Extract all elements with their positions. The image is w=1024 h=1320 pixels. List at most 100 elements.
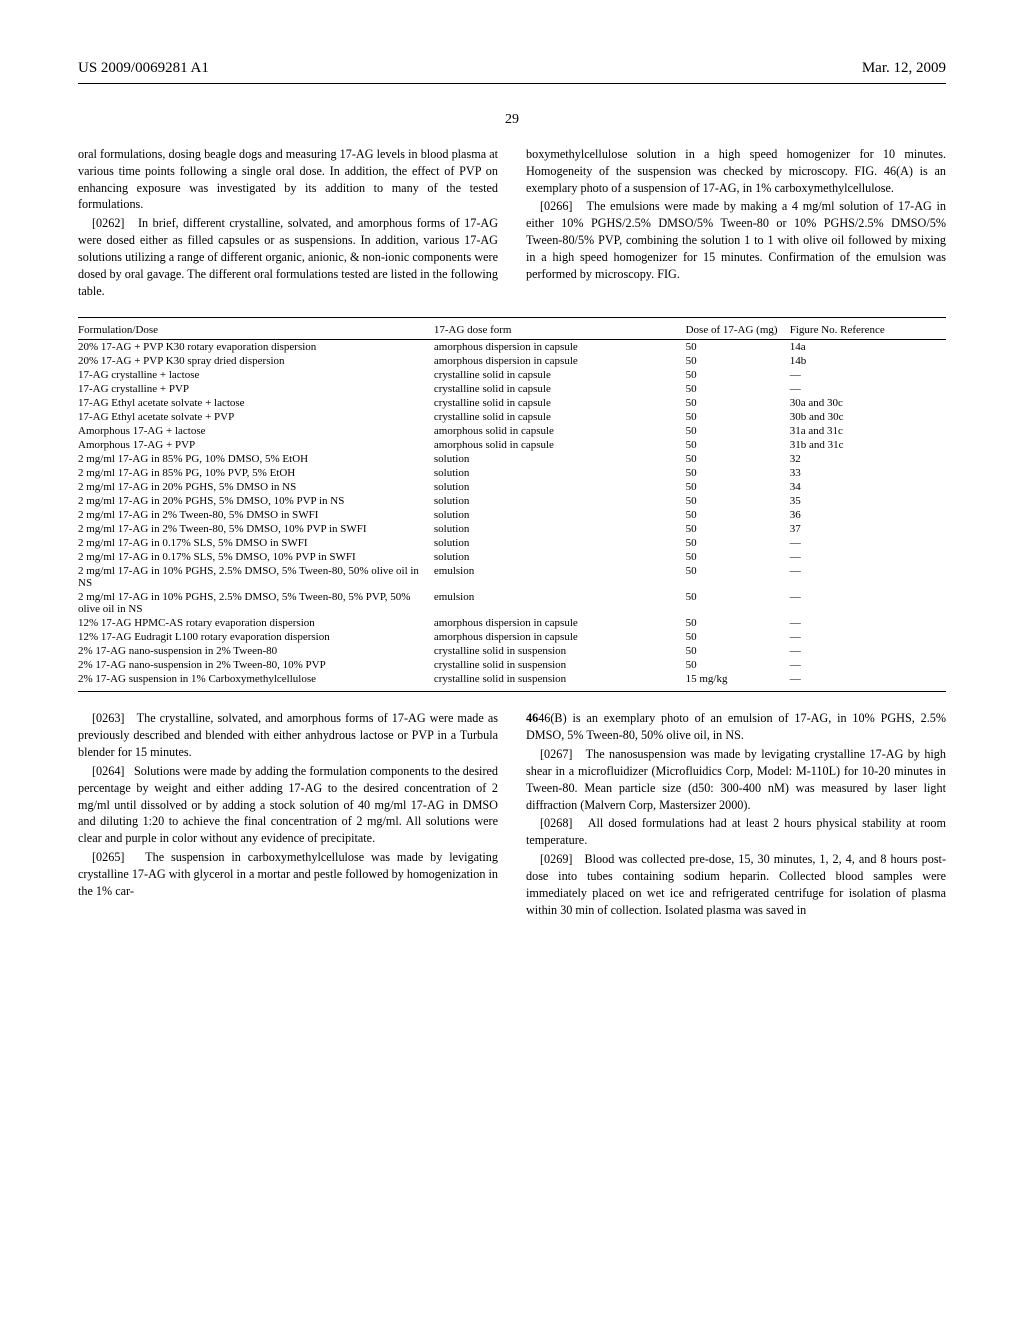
para-text: The emulsions were made by making a 4 mg… <box>526 199 946 280</box>
table-row: 20% 17-AG + PVP K30 spray dried dispersi… <box>78 354 946 368</box>
para-number: [0263] <box>92 711 125 725</box>
table-row: 2% 17-AG nano-suspension in 2% Tween-80,… <box>78 658 946 672</box>
table-cell: 31b and 31c <box>790 438 946 452</box>
table-cell: 14a <box>790 340 946 355</box>
table-cell: 50 <box>686 494 790 508</box>
table-cell: 2 mg/ml 17-AG in 2% Tween-80, 5% DMSO in… <box>78 508 434 522</box>
table-cell: 12% 17-AG Eudragit L100 rotary evaporati… <box>78 630 434 644</box>
table-cell: 50 <box>686 438 790 452</box>
table-cell: 32 <box>790 452 946 466</box>
table-row: 12% 17-AG HPMC-AS rotary evaporation dis… <box>78 616 946 630</box>
table-cell: 2 mg/ml 17-AG in 2% Tween-80, 5% DMSO, 1… <box>78 522 434 536</box>
header-rule <box>78 83 946 84</box>
table-cell: — <box>790 644 946 658</box>
table-row: 2 mg/ml 17-AG in 2% Tween-80, 5% DMSO, 1… <box>78 522 946 536</box>
table-row: 2 mg/ml 17-AG in 85% PG, 10% DMSO, 5% Et… <box>78 452 946 466</box>
table-cell: — <box>790 536 946 550</box>
table-cell: 2 mg/ml 17-AG in 10% PGHS, 2.5% DMSO, 5%… <box>78 564 434 590</box>
table-cell: 50 <box>686 630 790 644</box>
table-cell: solution <box>434 550 686 564</box>
table-row: 2 mg/ml 17-AG in 20% PGHS, 5% DMSO in NS… <box>78 480 946 494</box>
table-cell: amorphous dispersion in capsule <box>434 354 686 368</box>
para-text: The crystalline, solvated, and amorphous… <box>78 711 498 759</box>
table-cell: amorphous dispersion in capsule <box>434 616 686 630</box>
body-text: 4646(B) is an exemplary photo of an emul… <box>526 710 946 744</box>
top-columns: oral formulations, dosing beagle dogs an… <box>78 146 946 299</box>
table-row: Amorphous 17-AG + PVPamorphous solid in … <box>78 438 946 452</box>
table-row: 2 mg/ml 17-AG in 0.17% SLS, 5% DMSO in S… <box>78 536 946 550</box>
patent-page: US 2009/0069281 A1 Mar. 12, 2009 29 oral… <box>0 0 1024 1320</box>
table-cell: 50 <box>686 564 790 590</box>
table-cell: 31a and 31c <box>790 424 946 438</box>
page-number: 29 <box>78 112 946 128</box>
table-cell: 50 <box>686 616 790 630</box>
table-cell: crystalline solid in capsule <box>434 382 686 396</box>
table-cell: 50 <box>686 522 790 536</box>
table-cell: 50 <box>686 340 790 355</box>
para-number: [0266] <box>540 199 573 213</box>
table-cell: 2% 17-AG nano-suspension in 2% Tween-80,… <box>78 658 434 672</box>
table-row: 2% 17-AG suspension in 1% Carboxymethylc… <box>78 672 946 692</box>
table-cell: 17-AG Ethyl acetate solvate + lactose <box>78 396 434 410</box>
table-cell: — <box>790 658 946 672</box>
table-row: 12% 17-AG Eudragit L100 rotary evaporati… <box>78 630 946 644</box>
table-cell: solution <box>434 466 686 480</box>
table-row: 2 mg/ml 17-AG in 10% PGHS, 2.5% DMSO, 5%… <box>78 590 946 616</box>
paragraph-0267: [0267] The nanosuspension was made by le… <box>526 746 946 813</box>
table-cell: 50 <box>686 536 790 550</box>
para-number: [0264] <box>92 764 125 778</box>
table-cell: solution <box>434 494 686 508</box>
table-cell: crystalline solid in capsule <box>434 410 686 424</box>
table-cell: — <box>790 382 946 396</box>
table-cell: 50 <box>686 590 790 616</box>
table-cell: 50 <box>686 410 790 424</box>
table-cell: — <box>790 550 946 564</box>
table-cell: 17-AG Ethyl acetate solvate + PVP <box>78 410 434 424</box>
table-cell: 30b and 30c <box>790 410 946 424</box>
table-cell: — <box>790 368 946 382</box>
table-cell: 2 mg/ml 17-AG in 20% PGHS, 5% DMSO in NS <box>78 480 434 494</box>
table-cell: solution <box>434 522 686 536</box>
table-cell: — <box>790 564 946 590</box>
paragraph-0263: [0263] The crystalline, solvated, and am… <box>78 710 498 760</box>
table-cell: 2 mg/ml 17-AG in 85% PG, 10% DMSO, 5% Et… <box>78 452 434 466</box>
table-cell: 50 <box>686 354 790 368</box>
table-cell: — <box>790 672 946 692</box>
para-text: All dosed formulations had at least 2 ho… <box>526 816 946 847</box>
table-cell: crystalline solid in suspension <box>434 672 686 692</box>
table-cell: 30a and 30c <box>790 396 946 410</box>
table-cell: amorphous dispersion in capsule <box>434 630 686 644</box>
paragraph-0268: [0268] All dosed formulations had at lea… <box>526 815 946 849</box>
para-text: 46(B) is an exemplary photo of an emulsi… <box>526 711 946 742</box>
para-text: Blood was collected pre-dose, 15, 30 min… <box>526 852 946 916</box>
table-cell: 12% 17-AG HPMC-AS rotary evaporation dis… <box>78 616 434 630</box>
patent-number: US 2009/0069281 A1 <box>78 60 209 77</box>
para-text: The suspension in carboxymethylcellulose… <box>78 850 498 898</box>
table-cell: 2% 17-AG suspension in 1% Carboxymethylc… <box>78 672 434 692</box>
table-cell: 20% 17-AG + PVP K30 rotary evaporation d… <box>78 340 434 355</box>
table-cell: 2% 17-AG nano-suspension in 2% Tween-80 <box>78 644 434 658</box>
table-row: 17-AG crystalline + lactosecrystalline s… <box>78 368 946 382</box>
table-row: 17-AG Ethyl acetate solvate + lactosecry… <box>78 396 946 410</box>
table-cell: 17-AG crystalline + PVP <box>78 382 434 396</box>
patent-date: Mar. 12, 2009 <box>862 60 946 77</box>
table-cell: emulsion <box>434 564 686 590</box>
table-row: 17-AG Ethyl acetate solvate + PVPcrystal… <box>78 410 946 424</box>
table-cell: Amorphous 17-AG + PVP <box>78 438 434 452</box>
table-header: Figure No. Reference <box>790 318 946 340</box>
table-cell: 2 mg/ml 17-AG in 10% PGHS, 2.5% DMSO, 5%… <box>78 590 434 616</box>
table-cell: — <box>790 590 946 616</box>
table-cell: solution <box>434 452 686 466</box>
table-cell: — <box>790 616 946 630</box>
body-text: boxymethylcellulose solution in a high s… <box>526 146 946 196</box>
table-cell: 50 <box>686 382 790 396</box>
table-cell: amorphous solid in capsule <box>434 424 686 438</box>
paragraph-0266: [0266] The emulsions were made by making… <box>526 198 946 282</box>
table-cell: 50 <box>686 644 790 658</box>
table-cell: crystalline solid in suspension <box>434 644 686 658</box>
table-cell: crystalline solid in suspension <box>434 658 686 672</box>
paragraph-0265: [0265] The suspension in carboxymethylce… <box>78 849 498 899</box>
table-row: 2 mg/ml 17-AG in 20% PGHS, 5% DMSO, 10% … <box>78 494 946 508</box>
paragraph-0262: [0262] In brief, different crystalline, … <box>78 215 498 299</box>
para-number: [0262] <box>92 216 125 230</box>
